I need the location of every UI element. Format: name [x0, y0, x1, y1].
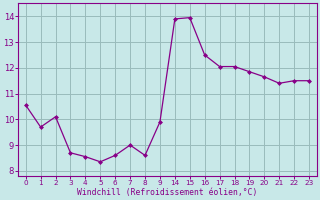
X-axis label: Windchill (Refroidissement éolien,°C): Windchill (Refroidissement éolien,°C) — [77, 188, 258, 197]
